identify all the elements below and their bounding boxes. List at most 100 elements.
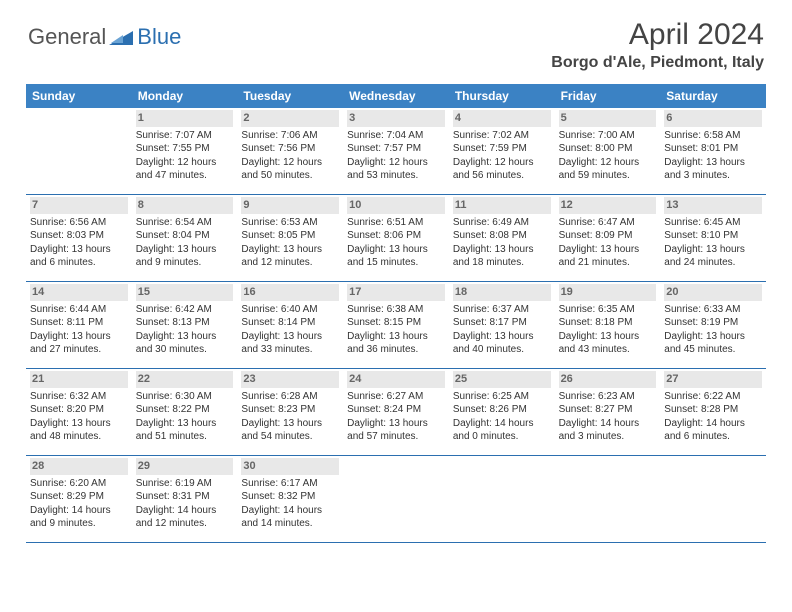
week-row: 14Sunrise: 6:44 AMSunset: 8:11 PMDayligh… [26,282,766,369]
empty-cell [660,456,766,542]
day-number: 8 [136,197,234,214]
daylight-line: Daylight: 13 hours and 40 minutes. [453,330,551,357]
day-cell: 22Sunrise: 6:30 AMSunset: 8:22 PMDayligh… [132,369,238,455]
day-number: 5 [559,110,657,127]
day-number: 13 [664,197,762,214]
weekday-header: Sunday [26,84,132,108]
day-number: 22 [136,371,234,388]
day-number: 26 [559,371,657,388]
sunset-line: Sunset: 7:57 PM [347,142,445,156]
daylight-line: Daylight: 13 hours and 30 minutes. [136,330,234,357]
sunrise-line: Sunrise: 6:44 AM [30,303,128,317]
day-cell: 19 Sunrise: 6:35 AMSunset: 8:18 PMDayligh… [555,282,661,368]
empty-cell [26,108,132,194]
day-cell: 9Sunrise: 6:53 AMSunset: 8:05 PMDaylight… [237,195,343,281]
day-cell: 20Sunrise: 6:33 AMSunset: 8:19 PMDayligh… [660,282,766,368]
sunset-line: Sunset: 8:18 PM [559,316,657,330]
weekday-header: Thursday [449,84,555,108]
day-cell: 30Sunrise: 6:17 AMSunset: 8:32 PMDayligh… [237,456,343,542]
day-cell: 1Sunrise: 7:07 AMSunset: 7:55 PMDaylight… [132,108,238,194]
sunrise-line: Sunrise: 6:35 AM [559,303,657,317]
sunrise-line: Sunrise: 7:04 AM [347,129,445,143]
sunset-line: Sunset: 8:28 PM [664,403,762,417]
weekday-header: Tuesday [237,84,343,108]
sunset-line: Sunset: 8:17 PM [453,316,551,330]
day-cell: 21 Sunrise: 6:32 AMSunset: 8:20 PMDayligh… [26,369,132,455]
sunset-line: Sunset: 8:14 PM [241,316,339,330]
sunset-line: Sunset: 7:55 PM [136,142,234,156]
daylight-line: Daylight: 13 hours and 24 minutes. [664,243,762,270]
day-cell: 10Sunrise: 6:51 AMSunset: 8:06 PMDayligh… [343,195,449,281]
day-number: 16 [241,284,339,301]
brand-logo: General Blue [28,18,181,50]
week-row: 28Sunrise: 6:20 AMSunset: 8:29 PMDayligh… [26,456,766,543]
day-number: 19 [559,284,657,301]
sunrise-line: Sunrise: 6:51 AM [347,216,445,230]
sunrise-line: Sunrise: 6:53 AM [241,216,339,230]
brand-text-blue: Blue [137,24,181,50]
empty-cell [449,456,555,542]
day-number: 25 [453,371,551,388]
day-cell: 24Sunrise: 6:27 AMSunset: 8:24 PMDayligh… [343,369,449,455]
day-cell: 7Sunrise: 6:56 AMSunset: 8:03 PMDaylight… [26,195,132,281]
calendar: SundayMondayTuesdayWednesdayThursdayFrid… [26,84,766,543]
day-number: 11 [453,197,551,214]
day-number: 15 [136,284,234,301]
daylight-line: Daylight: 13 hours and 48 minutes. [30,417,128,444]
sunset-line: Sunset: 8:20 PM [30,403,128,417]
sunset-line: Sunset: 8:01 PM [664,142,762,156]
sunrise-line: Sunrise: 6:56 AM [30,216,128,230]
day-number: 27 [664,371,762,388]
sunset-line: Sunset: 8:22 PM [136,403,234,417]
empty-cell [555,456,661,542]
day-cell: 29Sunrise: 6:19 AMSunset: 8:31 PMDayligh… [132,456,238,542]
daylight-line: Daylight: 14 hours and 14 minutes. [241,504,339,531]
daylight-line: Daylight: 12 hours and 56 minutes. [453,156,551,183]
week-row: 21Sunrise: 6:32 AMSunset: 8:20 PMDayligh… [26,369,766,456]
day-number: 29 [136,458,234,475]
sunrise-line: Sunrise: 7:06 AM [241,129,339,143]
sunset-line: Sunset: 8:19 PM [664,316,762,330]
sunset-line: Sunset: 8:29 PM [30,490,128,504]
sunrise-line: Sunrise: 7:00 AM [559,129,657,143]
day-number: 21 [30,371,128,388]
daylight-line: Daylight: 13 hours and 57 minutes. [347,417,445,444]
sunrise-line: Sunrise: 6:40 AM [241,303,339,317]
daylight-line: Daylight: 13 hours and 9 minutes. [136,243,234,270]
day-cell: 16Sunrise: 6:40 AMSunset: 8:14 PMDayligh… [237,282,343,368]
sunset-line: Sunset: 8:08 PM [453,229,551,243]
sunset-line: Sunset: 7:59 PM [453,142,551,156]
day-number: 12 [559,197,657,214]
brand-text-general: General [28,24,106,50]
day-number: 18 [453,284,551,301]
day-number: 2 [241,110,339,127]
sunrise-line: Sunrise: 7:02 AM [453,129,551,143]
month-title: April 2024 [551,18,764,52]
sunrise-line: Sunrise: 6:22 AM [664,390,762,404]
daylight-line: Daylight: 12 hours and 59 minutes. [559,156,657,183]
sunrise-line: Sunrise: 6:38 AM [347,303,445,317]
daylight-line: Daylight: 13 hours and 18 minutes. [453,243,551,270]
sunrise-line: Sunrise: 6:32 AM [30,390,128,404]
daylight-line: Daylight: 14 hours and 6 minutes. [664,417,762,444]
day-number: 9 [241,197,339,214]
weekday-header-row: SundayMondayTuesdayWednesdayThursdayFrid… [26,84,766,108]
daylight-line: Daylight: 13 hours and 15 minutes. [347,243,445,270]
sunrise-line: Sunrise: 6:47 AM [559,216,657,230]
sunset-line: Sunset: 8:06 PM [347,229,445,243]
day-number: 4 [453,110,551,127]
day-number: 6 [664,110,762,127]
sunset-line: Sunset: 8:04 PM [136,229,234,243]
sunrise-line: Sunrise: 6:45 AM [664,216,762,230]
day-cell: 14Sunrise: 6:44 AMSunset: 8:11 PMDayligh… [26,282,132,368]
day-cell: 15Sunrise: 6:42 AMSunset: 8:13 PMDayligh… [132,282,238,368]
daylight-line: Daylight: 13 hours and 43 minutes. [559,330,657,357]
day-cell: 13Sunrise: 6:45 AMSunset: 8:10 PMDayligh… [660,195,766,281]
day-cell: 6Sunrise: 6:58 AMSunset: 8:01 PMDaylight… [660,108,766,194]
sunrise-line: Sunrise: 6:30 AM [136,390,234,404]
sunrise-line: Sunrise: 6:42 AM [136,303,234,317]
title-block: April 2024 Borgo d'Ale, Piedmont, Italy [551,18,764,72]
sunset-line: Sunset: 8:05 PM [241,229,339,243]
day-number: 20 [664,284,762,301]
weekday-header: Wednesday [343,84,449,108]
